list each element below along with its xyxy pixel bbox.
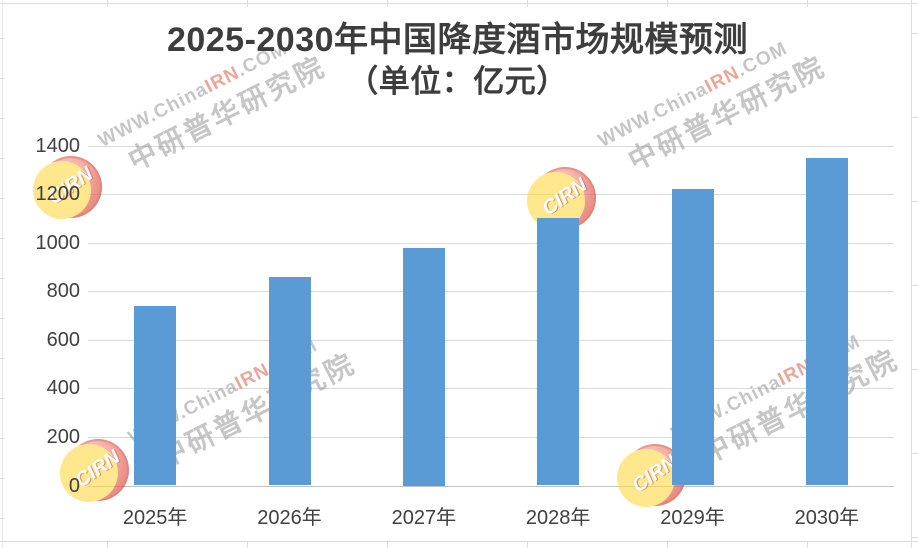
chart-title-line2: （单位：亿元） — [347, 64, 568, 100]
sheet-row-tick — [911, 369, 918, 370]
sheet-right-border — [911, 0, 912, 548]
y-axis-tick-label: 1400 — [35, 134, 81, 157]
chart-title: 2025-2030年中国降度酒市场规模预测 （单位：亿元） — [4, 18, 911, 102]
y-gridline — [88, 388, 894, 390]
y-axis-tick-label: 1000 — [35, 231, 81, 254]
sheet-column-tick — [527, 541, 528, 548]
bar-2027年[interactable] — [402, 247, 445, 486]
sheet-row-tick — [0, 238, 5, 239]
y-axis-tick-label: 600 — [46, 328, 80, 351]
sheet-row-tick — [0, 478, 5, 479]
y-axis-tick-label: 200 — [46, 425, 80, 448]
sheet-column-tick — [107, 541, 108, 548]
sheet-row-tick — [0, 318, 5, 319]
bar-2028年[interactable] — [537, 218, 580, 486]
y-gridline — [88, 194, 894, 196]
sheet-row-tick — [0, 158, 5, 159]
bar-2030年[interactable] — [805, 157, 848, 486]
y-gridline — [88, 242, 894, 244]
y-gridline — [88, 145, 894, 147]
sheet-row-tick — [0, 518, 5, 519]
x-axis-label-2029年: 2029年 — [660, 507, 725, 529]
y-axis-tick-label: 1200 — [35, 183, 81, 206]
y-axis-tick-label: 800 — [46, 280, 80, 303]
x-axis-label-2025年: 2025年 — [122, 507, 188, 529]
sheet-row-tick — [911, 117, 918, 118]
sheet-top-border — [0, 3, 918, 4]
sheet-row-tick — [0, 398, 5, 399]
x-axis-label-2026年: 2026年 — [257, 507, 322, 529]
sheet-column-tick — [667, 0, 668, 7]
sheet-row-tick — [0, 38, 5, 39]
sheet-column-tick — [807, 0, 808, 7]
sheet-row-tick — [0, 118, 5, 119]
sheet-column-tick — [387, 541, 388, 548]
sheet-row-tick — [0, 198, 5, 199]
sheet-row-tick — [0, 438, 5, 439]
sheet-row-tick — [911, 537, 918, 538]
sheet-column-tick — [527, 0, 528, 7]
y-axis-tick-label: 0 — [68, 474, 80, 497]
sheet-column-tick — [247, 0, 248, 7]
y-axis-tick-label: 400 — [46, 377, 80, 400]
sheet-row-tick — [0, 78, 5, 79]
sheet-row-tick — [0, 358, 5, 359]
sheet-bottom-border — [0, 541, 918, 542]
chart-title-line1: 2025-2030年中国降度酒市场规模预测 — [166, 21, 749, 59]
sheet-left-border — [2, 0, 3, 548]
y-gridline — [88, 436, 894, 438]
sheet-row-tick — [0, 278, 5, 279]
sheet-row-tick — [911, 285, 918, 286]
sheet-column-tick — [667, 541, 668, 548]
sheet-column-tick — [107, 0, 108, 7]
y-gridline — [88, 291, 894, 293]
x-axis-label-2028年: 2028年 — [525, 507, 591, 529]
bar-2029年[interactable] — [671, 189, 714, 486]
chart-object[interactable]: 2025-2030年中国降度酒市场规模预测 （单位：亿元） 0 200 400 600… — [4, 4, 911, 541]
sheet-row-tick — [911, 33, 918, 34]
x-axis-label-2030年: 2030年 — [794, 507, 860, 529]
y-gridline — [88, 339, 894, 341]
bar-2026年[interactable] — [268, 276, 311, 486]
sheet-row-tick — [911, 453, 918, 454]
sheet-row-tick — [911, 201, 918, 202]
x-axis-label-2027年: 2027年 — [391, 507, 457, 529]
sheet-column-tick — [387, 0, 388, 7]
x-axis-line — [88, 485, 894, 487]
bar-2025年[interactable] — [134, 305, 177, 486]
sheet-column-tick — [247, 541, 248, 548]
sheet-column-tick — [807, 541, 808, 548]
